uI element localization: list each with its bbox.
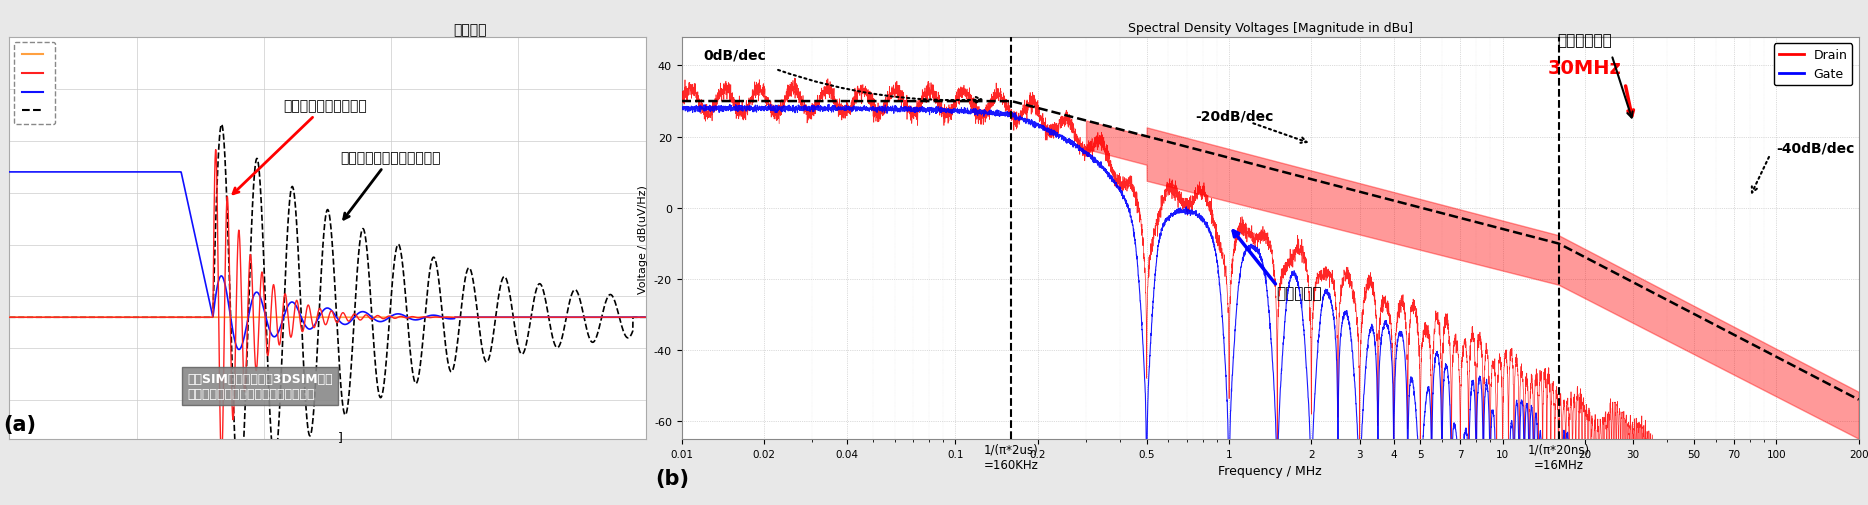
Text: -40dB/dec: -40dB/dec bbox=[1776, 141, 1855, 155]
Text: ゲート電圧: ゲート電圧 bbox=[1276, 285, 1323, 300]
Text: 30MHz: 30MHz bbox=[1549, 59, 1621, 77]
Text: ドレイン電圧: ドレイン電圧 bbox=[1558, 33, 1612, 48]
Legend: Drain, Gate: Drain, Gate bbox=[1773, 44, 1853, 86]
Text: 基板３Ｄシミュレーション: 基板３Ｄシミュレーション bbox=[340, 151, 441, 220]
Text: 電圧波形: 電圧波形 bbox=[452, 23, 486, 37]
Text: (b): (b) bbox=[656, 468, 689, 488]
X-axis label: Frequency / MHz: Frequency / MHz bbox=[1218, 465, 1323, 478]
Text: -20dB/dec: -20dB/dec bbox=[1196, 109, 1274, 123]
Text: 1/(π*2us)
=160KHz: 1/(π*2us) =160KHz bbox=[984, 443, 1039, 471]
Text: ]: ] bbox=[338, 430, 342, 443]
Text: 0dB/dec: 0dB/dec bbox=[704, 48, 766, 63]
Text: (a): (a) bbox=[4, 414, 35, 434]
Y-axis label: Voltage / dB(uV/Hz): Voltage / dB(uV/Hz) bbox=[639, 184, 648, 293]
Legend: , , , : , , , bbox=[15, 43, 54, 124]
Text: 1/(π*20ns)
=16MHz: 1/(π*20ns) =16MHz bbox=[1528, 443, 1590, 471]
Text: 回路SIMに比べて基朆3DSIMでは
リンギングが更に大きくなっています: 回路SIMに比べて基朆3DSIMでは リンギングが更に大きくなっています bbox=[187, 373, 333, 400]
Title: Spectral Density Voltages [Magnitude in dBu]: Spectral Density Voltages [Magnitude in … bbox=[1128, 22, 1412, 35]
Text: 回路シミュレーション: 回路シミュレーション bbox=[234, 99, 366, 194]
